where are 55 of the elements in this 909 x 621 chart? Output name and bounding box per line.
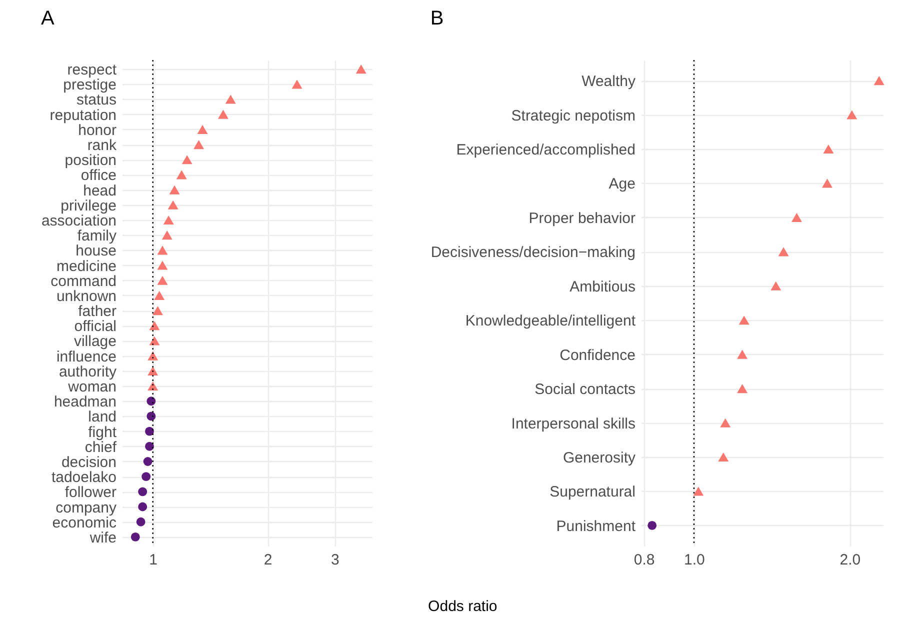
y-tick-label: land [88, 408, 116, 426]
y-tick-label: fight [88, 424, 118, 441]
y-tick-label: headman [54, 394, 116, 411]
y-tick-label: house [76, 242, 116, 260]
chart-title: A [40, 7, 55, 30]
y-tick-label: status [76, 92, 116, 109]
y-tick-label: Supernatural [550, 484, 636, 501]
x-tick-label: 2 [264, 552, 272, 568]
y-tick-label: authority [58, 363, 117, 380]
y-tick-label: Proper behavior [528, 210, 636, 227]
y-tick-label: Generosity [562, 450, 636, 467]
y-tick-label: Age [608, 176, 636, 193]
y-tick-label: prestige [63, 76, 116, 94]
y-tick-label: decision [61, 454, 116, 471]
y-tick-label: Knowledgeable/intelligent [465, 312, 636, 330]
y-tick-label: position [64, 152, 116, 170]
y-tick-label: tadoelako [51, 469, 116, 486]
y-tick-label: unknown [56, 288, 116, 305]
y-tick-label: office [80, 167, 116, 184]
y-tick-label: rank [87, 137, 117, 154]
x-tick-label: 2.0 [840, 552, 861, 568]
y-tick-label: Experienced/accomplished [456, 141, 636, 158]
y-tick-label: respect [67, 62, 118, 79]
y-tick-label: economic [52, 514, 117, 532]
y-tick-label: Punishment [556, 518, 636, 535]
y-tick-label: honor [78, 122, 116, 139]
x-tick-label: 0.8 [634, 552, 655, 568]
y-tick-label: association [41, 212, 116, 230]
y-tick-label: Confidence [560, 346, 636, 364]
y-tick-label: company [56, 499, 117, 516]
y-tick-label: influence [56, 348, 116, 366]
y-tick-label: privilege [60, 197, 116, 214]
y-tick-label: Interpersonal skills [511, 415, 636, 432]
y-tick-label: family [77, 228, 117, 245]
x-tick-label: 1 [149, 552, 158, 568]
text: B [430, 7, 444, 30]
x-axis-title: Odds ratio [428, 598, 498, 615]
y-tick-label: follower [64, 484, 117, 502]
y-tick-label: wife [88, 529, 116, 546]
y-tick-label: head [83, 182, 116, 200]
y-tick-label: medicine [56, 258, 116, 275]
y-tick-label: Wealthy [582, 73, 636, 90]
y-tick-label: chief [84, 438, 118, 456]
y-tick-label: Decisiveness/decision−making [430, 244, 636, 262]
x-tick-label: 1.0 [684, 552, 705, 568]
y-tick-label: Social contacts [534, 381, 636, 398]
x-tick-label: 3 [330, 552, 340, 568]
y-tick-label: official [74, 318, 116, 336]
y-tick-label: Strategic nepotism [511, 107, 636, 124]
y-tick-label: command [50, 272, 116, 290]
y-tick-label: woman [67, 378, 116, 396]
y-tick-label: father [78, 303, 116, 320]
y-tick-label: reputation [50, 106, 116, 124]
y-tick-label: village [74, 333, 116, 350]
y-tick-label: Ambitious [570, 278, 636, 296]
